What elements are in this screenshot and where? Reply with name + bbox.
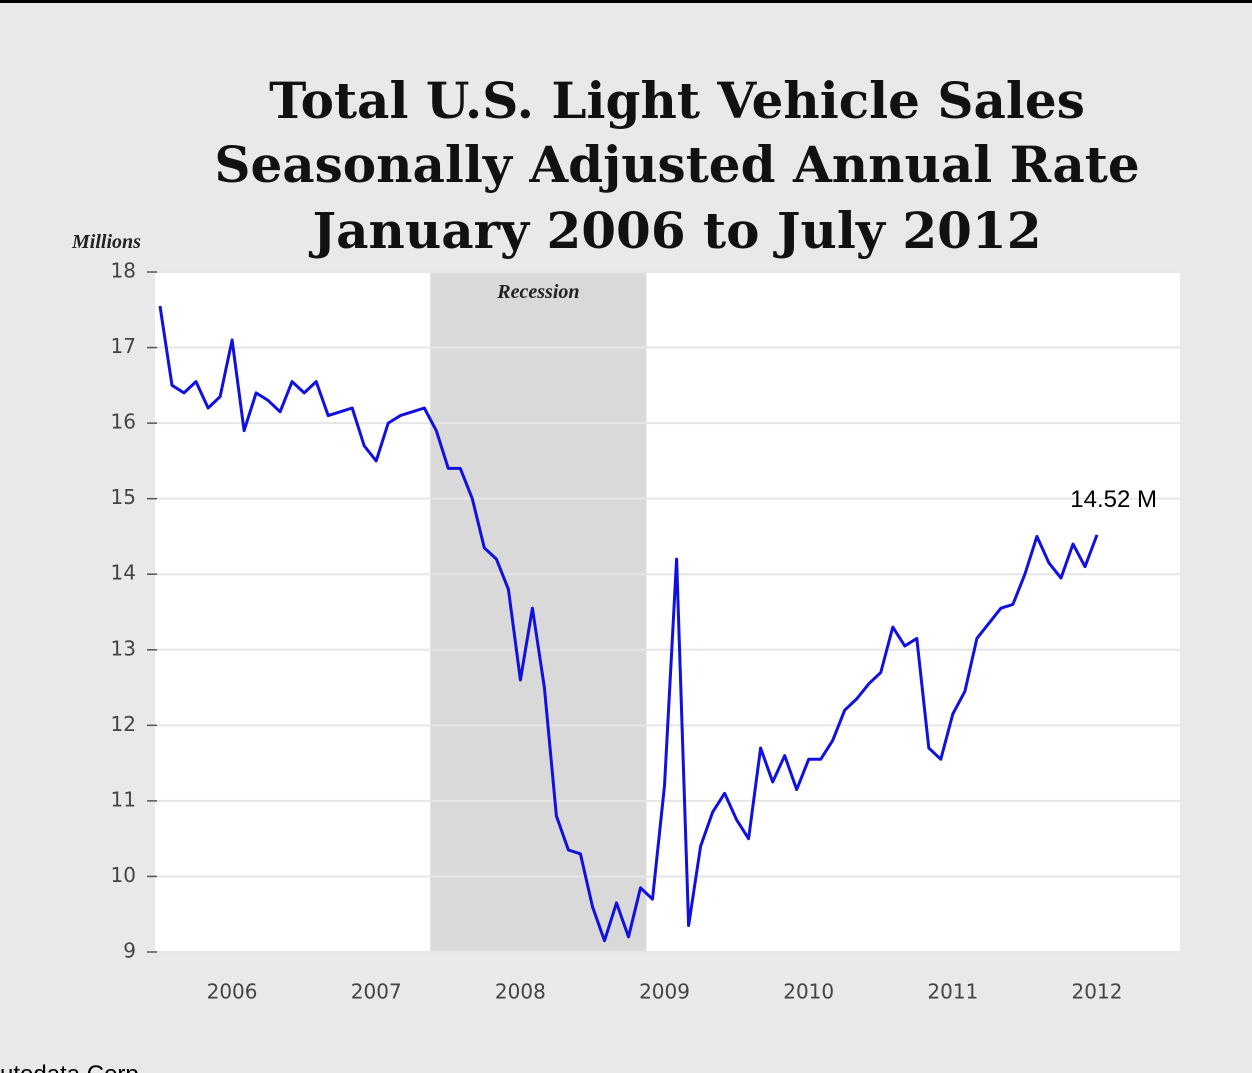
y-tick-label: 14 bbox=[111, 561, 136, 585]
chart-title: Seasonally Adjusted Annual Rate bbox=[214, 135, 1139, 194]
chart-title: January 2006 to July 2012 bbox=[308, 201, 1041, 260]
top-border bbox=[0, 0, 1252, 3]
y-tick-label: 9 bbox=[123, 939, 136, 963]
y-tick-label: 17 bbox=[111, 334, 136, 358]
y-tick-label: 18 bbox=[111, 259, 136, 283]
y-tick-label: 16 bbox=[111, 410, 136, 434]
x-tick-label: 2009 bbox=[639, 980, 690, 1004]
x-tick-label: 2011 bbox=[927, 980, 978, 1004]
y-tick-label: 10 bbox=[111, 863, 136, 887]
source: utodata Corp. bbox=[0, 1061, 145, 1073]
y-tick-label: 12 bbox=[111, 712, 136, 736]
x-tick-label: 2007 bbox=[351, 980, 402, 1004]
recession-label: Recession bbox=[496, 281, 579, 303]
annotation: 14.52 M bbox=[1070, 486, 1157, 513]
x-tick-label: 2012 bbox=[1072, 980, 1123, 1004]
x-tick-label: 2006 bbox=[207, 980, 258, 1004]
x-tick-label: 2008 bbox=[495, 980, 546, 1004]
y-axis-label: Millions bbox=[71, 231, 141, 253]
plot-area bbox=[155, 272, 1180, 952]
y-tick-label: 11 bbox=[111, 787, 136, 811]
y-tick-label: 15 bbox=[111, 485, 136, 509]
x-tick-label: 2010 bbox=[783, 980, 834, 1004]
chart-title: Total U.S. Light Vehicle Sales bbox=[269, 71, 1085, 130]
recession-band bbox=[430, 272, 647, 952]
y-tick-label: 13 bbox=[111, 636, 136, 660]
data-line bbox=[158, 305, 1099, 943]
